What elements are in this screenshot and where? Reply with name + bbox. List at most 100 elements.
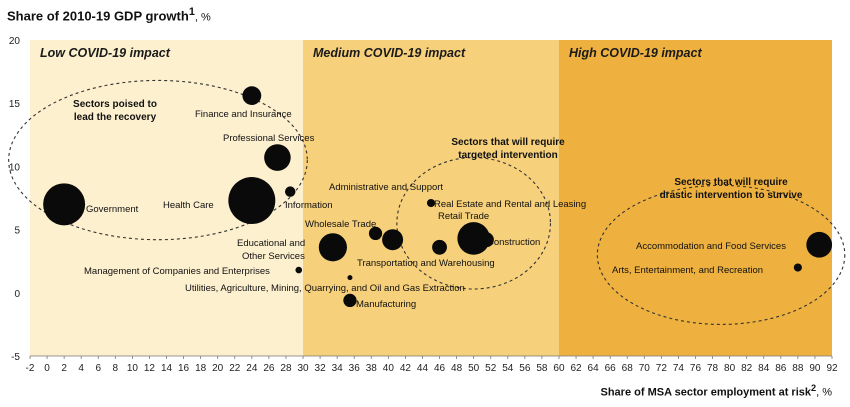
point-construction — [479, 232, 494, 248]
point-government — [43, 183, 86, 226]
data-points — [43, 86, 833, 308]
x-tick-label: 34 — [332, 363, 344, 374]
point-professional-services — [264, 144, 291, 171]
group-label-line: lead the recovery — [74, 112, 157, 123]
point-label-health-care: Health Care — [163, 200, 214, 211]
x-tick-label: 76 — [690, 363, 702, 374]
x-tick-label: 22 — [229, 363, 241, 374]
point-wholesale-trade — [368, 226, 383, 241]
x-axis-ticks: -2 0 2 4 6 8 10 12 14 16 18 20 22 24 26 28 30 32 34 36 38 40 4… — [26, 356, 838, 374]
point-label-professional-services: Professional Services — [223, 133, 315, 144]
x-tick-label: 30 — [297, 363, 309, 374]
point-management-of-companies-and-enterprises — [295, 266, 303, 274]
chart-title-text: Share of 2010-19 GDP growth — [7, 8, 189, 24]
x-tick-label: 32 — [315, 363, 327, 374]
point-educational-and-other-services — [318, 233, 347, 262]
point-label-manufacturing: Manufacturing — [356, 299, 416, 310]
x-tick-label: 20 — [212, 363, 224, 374]
point-label-educational-and-other-services: Educational and Other Services — [237, 238, 305, 262]
x-tick-label: 44 — [417, 363, 429, 374]
x-tick-label: 26 — [263, 363, 275, 374]
point-label-educational-and-other-services-line: Other Services — [242, 251, 305, 262]
point-label-retail-trade: Retail Trade — [438, 211, 489, 222]
y-tick-label: 15 — [9, 99, 21, 110]
x-tick-label: 54 — [502, 363, 514, 374]
y-axis-ticks: -5 0 5 10 15 20 — [9, 36, 21, 363]
x-tick-label: 46 — [434, 363, 446, 374]
x-tick-label: 16 — [178, 363, 190, 374]
y-tick-label: 5 — [14, 226, 20, 237]
y-tick-label: 20 — [9, 36, 21, 47]
point-utilities-agriculture-mining-quarrying-and-oil-and-gas-extraction — [347, 275, 353, 281]
point-label-transportation-and-warehousing: Transportation and Warehousing — [357, 258, 495, 269]
x-tick-label: 80 — [724, 363, 736, 374]
group-label-0: Sectors poised to lead the recovery — [73, 99, 157, 123]
x-tick-label: 52 — [485, 363, 497, 374]
x-tick-label: 8 — [113, 363, 119, 374]
point-label-government: Government — [86, 204, 139, 215]
x-tick-label: 10 — [127, 363, 139, 374]
point-transportation-and-warehousing — [432, 239, 447, 255]
x-tick-label: 14 — [161, 363, 173, 374]
point-label-educational-and-other-services-line: Educational and — [237, 238, 305, 249]
x-tick-label: 56 — [519, 363, 531, 374]
x-tick-label: 90 — [809, 363, 821, 374]
x-tick-label: 66 — [605, 363, 617, 374]
x-tick-label: 68 — [622, 363, 634, 374]
x-tick-label: 74 — [673, 363, 685, 374]
chart-title-unit: , % — [194, 11, 211, 24]
x-tick-label: 72 — [656, 363, 668, 374]
x-tick-label: 48 — [451, 363, 463, 374]
zone-label-1: Medium COVID-19 impact — [313, 46, 466, 60]
point-administrative-and-support — [382, 229, 404, 251]
x-tick-label: 38 — [366, 363, 378, 374]
point-label-real-estate-and-rental-and-leasing: Real Estate and Rental and Leasing — [434, 199, 586, 210]
point-label-construction: Construction — [487, 237, 540, 248]
x-tick-label: 0 — [44, 363, 50, 374]
x-tick-label: 6 — [95, 363, 101, 374]
x-tick-label: 92 — [826, 363, 838, 374]
y-tick-label: 10 — [9, 162, 21, 173]
group-labels: Sectors poised to lead the recoverySector… — [73, 99, 803, 201]
x-tick-label: 4 — [78, 363, 84, 374]
point-accommodation-and-food-services — [806, 231, 833, 258]
group-label-line: Sectors that will require — [451, 137, 565, 148]
x-tick-label: 86 — [775, 363, 787, 374]
point-label-information: Information — [285, 200, 333, 211]
x-tick-label: 12 — [144, 363, 156, 374]
x-tick-label: 42 — [400, 363, 412, 374]
x-tick-label: 2 — [61, 363, 67, 374]
x-tick-label: 18 — [195, 363, 207, 374]
x-tick-label: 70 — [639, 363, 651, 374]
x-tick-label: 64 — [588, 363, 600, 374]
group-label-line: targeted intervention — [458, 150, 557, 161]
x-tick-label: 78 — [707, 363, 719, 374]
point-information — [284, 186, 296, 197]
chart-title: Share of 2010-19 GDP growth1, % — [7, 6, 211, 23]
x-tick-label: 36 — [349, 363, 361, 374]
data-point-labels: Government Finance and Insurance Professio… — [84, 109, 786, 310]
y-tick-label: 0 — [14, 289, 20, 300]
x-axis-title-unit: , % — [816, 386, 832, 399]
impact-zones: Low COVID-19 impact Medium COVID-19 impac… — [30, 40, 832, 356]
point-manufacturing — [343, 293, 357, 308]
chart-title-footnote: 1 — [188, 6, 195, 18]
group-label-line: Sectors that will require — [674, 177, 788, 188]
zone-band-2 — [558, 40, 832, 356]
point-health-care — [228, 177, 276, 225]
zone-band-1 — [303, 40, 559, 356]
point-label-arts-entertainment-and-recreation: Arts, Entertainment, and Recreation — [612, 265, 763, 276]
point-label-administrative-and-support: Administrative and Support — [329, 182, 443, 193]
point-label-accommodation-and-food-services: Accommodation and Food Services — [636, 241, 786, 252]
point-label-wholesale-trade: Wholesale Trade — [305, 219, 376, 230]
point-retail-trade — [457, 222, 490, 255]
x-tick-label: -2 — [26, 363, 35, 374]
x-axis-title-text: Share of MSA sector employment at risk — [600, 386, 812, 399]
group-ellipse-0 — [8, 79, 308, 241]
point-finance-and-insurance — [242, 86, 262, 106]
x-axis-title-footnote: 2 — [811, 383, 817, 393]
group-label-line: Sectors poised to — [73, 99, 157, 110]
point-real-estate-and-rental-and-leasing — [426, 198, 436, 208]
group-ellipse-1 — [396, 157, 551, 290]
